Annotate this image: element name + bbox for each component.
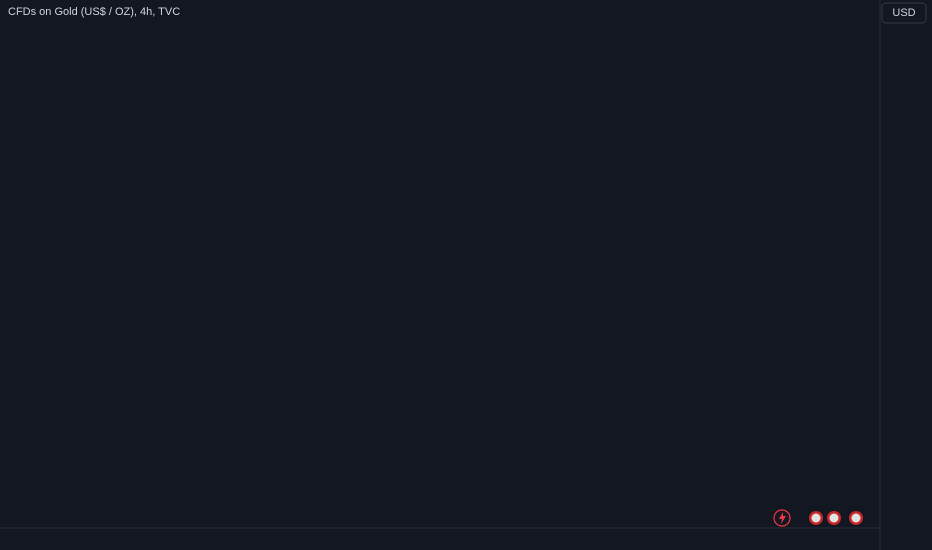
flag-inner	[851, 513, 861, 523]
chart-title: CFDs on Gold (US$ / OZ), 4h, TVC	[8, 6, 180, 18]
event-icon[interactable]	[773, 509, 791, 527]
flag-inner	[829, 513, 839, 523]
currency-button[interactable]	[881, 2, 927, 24]
lightning	[779, 512, 786, 524]
bottom-icons	[773, 509, 863, 527]
currency-label[interactable]: USD	[892, 7, 915, 19]
flag-inner	[811, 513, 821, 523]
